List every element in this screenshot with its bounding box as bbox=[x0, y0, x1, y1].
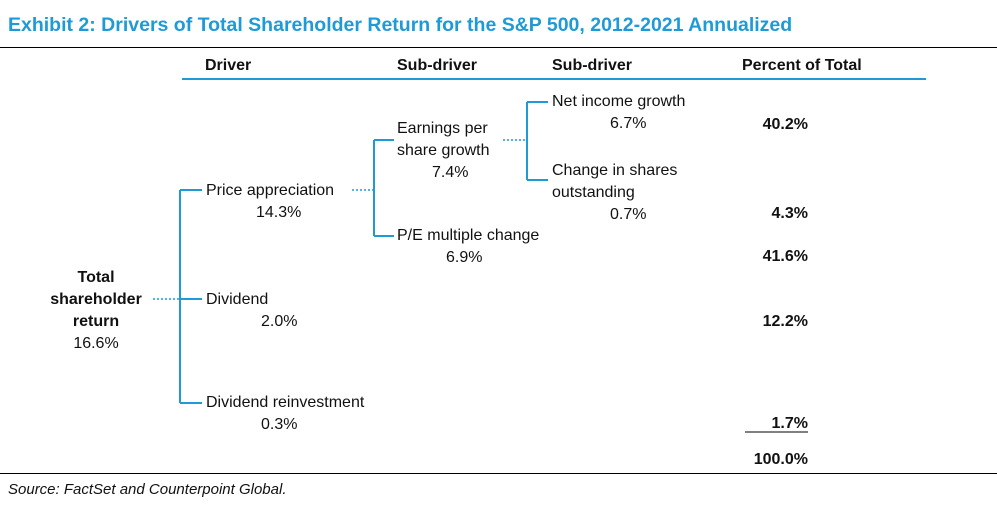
top-rule bbox=[0, 47, 997, 48]
source-note: Source: FactSet and Counterpoint Global. bbox=[8, 481, 287, 498]
percent-shares-outstanding: 4.3% bbox=[771, 205, 808, 222]
shares-outstanding-value: 0.7% bbox=[610, 206, 647, 223]
root-node: Total shareholder return 16.6% bbox=[40, 267, 152, 355]
driver-dividend-label: Dividend bbox=[206, 291, 269, 308]
percent-pe-change: 41.6% bbox=[762, 248, 808, 265]
sub-sub-driver-shares-outstanding: Change in shares outstanding 0.7% bbox=[552, 160, 677, 226]
net-income-growth-value: 6.7% bbox=[610, 115, 647, 132]
bottom-rule bbox=[0, 473, 997, 474]
header-sub-driver-1: Sub-driver bbox=[397, 57, 478, 74]
eps-growth-label-line1: Earnings per bbox=[397, 120, 488, 137]
header-sub-driver-2: Sub-driver bbox=[552, 57, 633, 74]
percent-dividend-reinvestment: 1.7% bbox=[771, 415, 808, 432]
sub-driver-eps-growth: Earnings per share growth 7.4% bbox=[397, 118, 490, 184]
eps-growth-label-line2: share growth bbox=[397, 142, 490, 159]
sub-driver-pe-change: P/E multiple change 6.9% bbox=[397, 225, 539, 269]
percent-dividend: 12.2% bbox=[762, 313, 808, 330]
percent-net-income-growth: 40.2% bbox=[762, 116, 808, 133]
driver-price-appreciation-label: Price appreciation bbox=[206, 182, 335, 199]
driver-dividend-reinvestment-label: Dividend reinvestment bbox=[206, 394, 365, 411]
root-label-line3: return bbox=[72, 313, 120, 330]
root-value: 16.6% bbox=[73, 335, 119, 352]
header-underline bbox=[182, 78, 926, 80]
driver-price-appreciation: Price appreciation 14.3% bbox=[206, 180, 334, 224]
driver-price-appreciation-value: 14.3% bbox=[256, 204, 302, 221]
header-driver: Driver bbox=[205, 57, 252, 74]
driver-dividend-reinvestment-value: 0.3% bbox=[261, 416, 298, 433]
shares-outstanding-label-line2: outstanding bbox=[552, 184, 635, 201]
percent-total: 100.0% bbox=[753, 451, 808, 468]
net-income-growth-label: Net income growth bbox=[552, 93, 686, 110]
driver-dividend: Dividend 2.0% bbox=[206, 289, 297, 333]
header-percent-of-total: Percent of Total bbox=[742, 57, 862, 74]
eps-growth-value: 7.4% bbox=[432, 164, 469, 181]
shares-outstanding-label-line1: Change in shares bbox=[552, 162, 678, 179]
root-label-line1: Total bbox=[77, 269, 115, 286]
sub-sub-driver-net-income-growth: Net income growth 6.7% bbox=[552, 91, 685, 135]
driver-dividend-value: 2.0% bbox=[261, 313, 298, 330]
exhibit-title: Exhibit 2: Drivers of Total Shareholder … bbox=[8, 14, 793, 36]
pe-change-label: P/E multiple change bbox=[397, 227, 540, 244]
driver-dividend-reinvestment: Dividend reinvestment 0.3% bbox=[206, 392, 364, 436]
root-label-line2: shareholder bbox=[50, 291, 142, 308]
pe-change-value: 6.9% bbox=[446, 249, 483, 266]
